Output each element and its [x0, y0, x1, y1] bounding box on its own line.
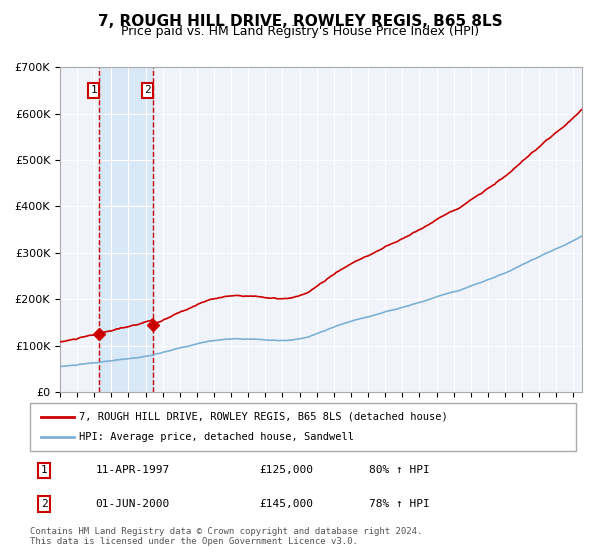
- Text: 7, ROUGH HILL DRIVE, ROWLEY REGIS, B65 8LS: 7, ROUGH HILL DRIVE, ROWLEY REGIS, B65 8…: [98, 14, 502, 29]
- 7, ROUGH HILL DRIVE, ROWLEY REGIS, B65 8LS (detached house): [399, 235, 406, 242]
- 7, ROUGH HILL DRIVE, ROWLEY REGIS, B65 8LS (detached house): [578, 106, 586, 113]
- Text: Contains HM Land Registry data © Crown copyright and database right 2024.
This d: Contains HM Land Registry data © Crown c…: [30, 526, 422, 546]
- Text: £125,000: £125,000: [259, 465, 313, 475]
- 7, ROUGH HILL DRIVE, ROWLEY REGIS, B65 8LS (detached house): [184, 306, 191, 312]
- Text: 11-APR-1997: 11-APR-1997: [95, 465, 170, 475]
- FancyBboxPatch shape: [30, 403, 576, 451]
- Text: 1: 1: [91, 86, 97, 95]
- HPI: Average price, detached house, Sandwell: (2.03e+03, 3.36e+05): Average price, detached house, Sandwell:…: [578, 232, 586, 239]
- Text: £145,000: £145,000: [259, 499, 313, 509]
- Text: 80% ↑ HPI: 80% ↑ HPI: [368, 465, 429, 475]
- Line: HPI: Average price, detached house, Sandwell: HPI: Average price, detached house, Sand…: [60, 236, 582, 366]
- HPI: Average price, detached house, Sandwell: (2e+03, 1.09e+05): Average price, detached house, Sandwell:…: [203, 338, 211, 345]
- Text: 1: 1: [41, 465, 47, 475]
- Text: 2: 2: [144, 86, 151, 95]
- 7, ROUGH HILL DRIVE, ROWLEY REGIS, B65 8LS (detached house): [527, 151, 534, 157]
- 7, ROUGH HILL DRIVE, ROWLEY REGIS, B65 8LS (detached house): [463, 200, 470, 207]
- HPI: Average price, detached house, Sandwell: (2.02e+03, 2.83e+05): Average price, detached house, Sandwell:…: [527, 257, 534, 264]
- HPI: Average price, detached house, Sandwell: (2e+03, 5.5e+04): Average price, detached house, Sandwell:…: [56, 363, 64, 370]
- Text: 7, ROUGH HILL DRIVE, ROWLEY REGIS, B65 8LS (detached house): 7, ROUGH HILL DRIVE, ROWLEY REGIS, B65 8…: [79, 412, 448, 422]
- Bar: [99, 67, 153, 392]
- Text: Price paid vs. HM Land Registry's House Price Index (HPI): Price paid vs. HM Land Registry's House …: [121, 25, 479, 38]
- HPI: Average price, detached house, Sandwell: (2.02e+03, 1.83e+05): Average price, detached house, Sandwell:…: [399, 304, 406, 311]
- HPI: Average price, detached house, Sandwell: (2e+03, 9.83e+04): Average price, detached house, Sandwell:…: [184, 343, 191, 350]
- 7, ROUGH HILL DRIVE, ROWLEY REGIS, B65 8LS (detached house): [221, 293, 229, 300]
- Text: HPI: Average price, detached house, Sandwell: HPI: Average price, detached house, Sand…: [79, 432, 354, 442]
- 7, ROUGH HILL DRIVE, ROWLEY REGIS, B65 8LS (detached house): [203, 297, 211, 304]
- Text: 2: 2: [41, 499, 47, 509]
- Line: 7, ROUGH HILL DRIVE, ROWLEY REGIS, B65 8LS (detached house): 7, ROUGH HILL DRIVE, ROWLEY REGIS, B65 8…: [60, 109, 582, 342]
- HPI: Average price, detached house, Sandwell: (2.02e+03, 2.24e+05): Average price, detached house, Sandwell:…: [463, 284, 470, 291]
- Text: 01-JUN-2000: 01-JUN-2000: [95, 499, 170, 509]
- 7, ROUGH HILL DRIVE, ROWLEY REGIS, B65 8LS (detached house): [56, 338, 64, 345]
- Text: 78% ↑ HPI: 78% ↑ HPI: [368, 499, 429, 509]
- HPI: Average price, detached house, Sandwell: (2e+03, 1.14e+05): Average price, detached house, Sandwell:…: [221, 336, 229, 343]
